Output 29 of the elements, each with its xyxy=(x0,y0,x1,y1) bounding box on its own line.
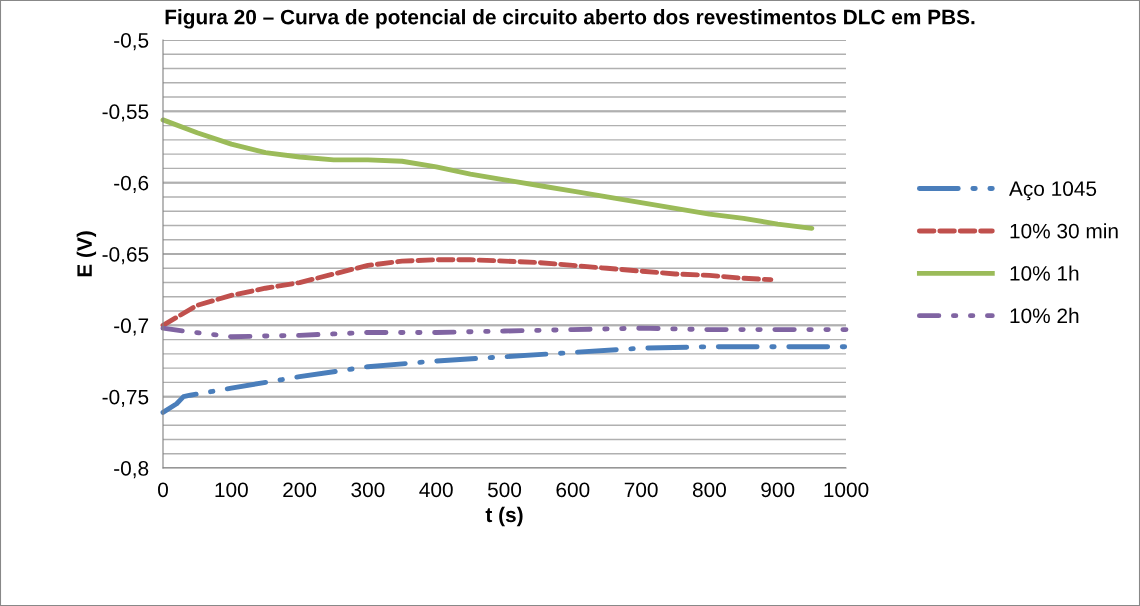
x-tick-label: 900 xyxy=(761,482,795,498)
y-tick-label: -0,5 xyxy=(114,33,149,51)
legend-label: Aço 1045 xyxy=(1009,181,1097,201)
x-tick-label: 100 xyxy=(215,482,248,498)
y-tick-label: -0,55 xyxy=(102,104,149,122)
line-series xyxy=(160,325,849,340)
x-axis-title: t (s) xyxy=(485,506,523,527)
x-tick-label: 200 xyxy=(283,482,317,498)
y-tick-label: -0,75 xyxy=(102,389,149,407)
x-tick-label: 500 xyxy=(487,482,522,498)
line-series xyxy=(160,117,815,231)
x-tick-label: 400 xyxy=(419,482,453,498)
legend-label: 10% 30 min xyxy=(1010,223,1118,239)
x-tick-label: 1000 xyxy=(824,482,869,498)
y-tick-label: -0,6 xyxy=(114,175,149,193)
y-tick-label: -0,7 xyxy=(114,318,149,336)
x-tick-label: 0 xyxy=(158,482,168,498)
y-tick-label: -0,8 xyxy=(114,461,149,479)
y-axis-title: E (V) xyxy=(76,231,97,277)
chart-title: Figura 20 – Curva de potencial de circuito aberto dos revestimentos DLC em PBS. xyxy=(165,9,975,29)
x-tick-label: 800 xyxy=(692,482,726,498)
x-tick-label: 700 xyxy=(624,482,658,498)
x-tick-label: 600 xyxy=(556,482,590,498)
line-series xyxy=(160,344,849,415)
y-tick-label: -0,65 xyxy=(102,247,149,265)
line-series xyxy=(160,257,774,328)
legend-label: 10% 1h xyxy=(1010,265,1079,281)
legend-label: 10% 2h xyxy=(1010,307,1079,324)
x-tick-label: 300 xyxy=(351,482,385,498)
